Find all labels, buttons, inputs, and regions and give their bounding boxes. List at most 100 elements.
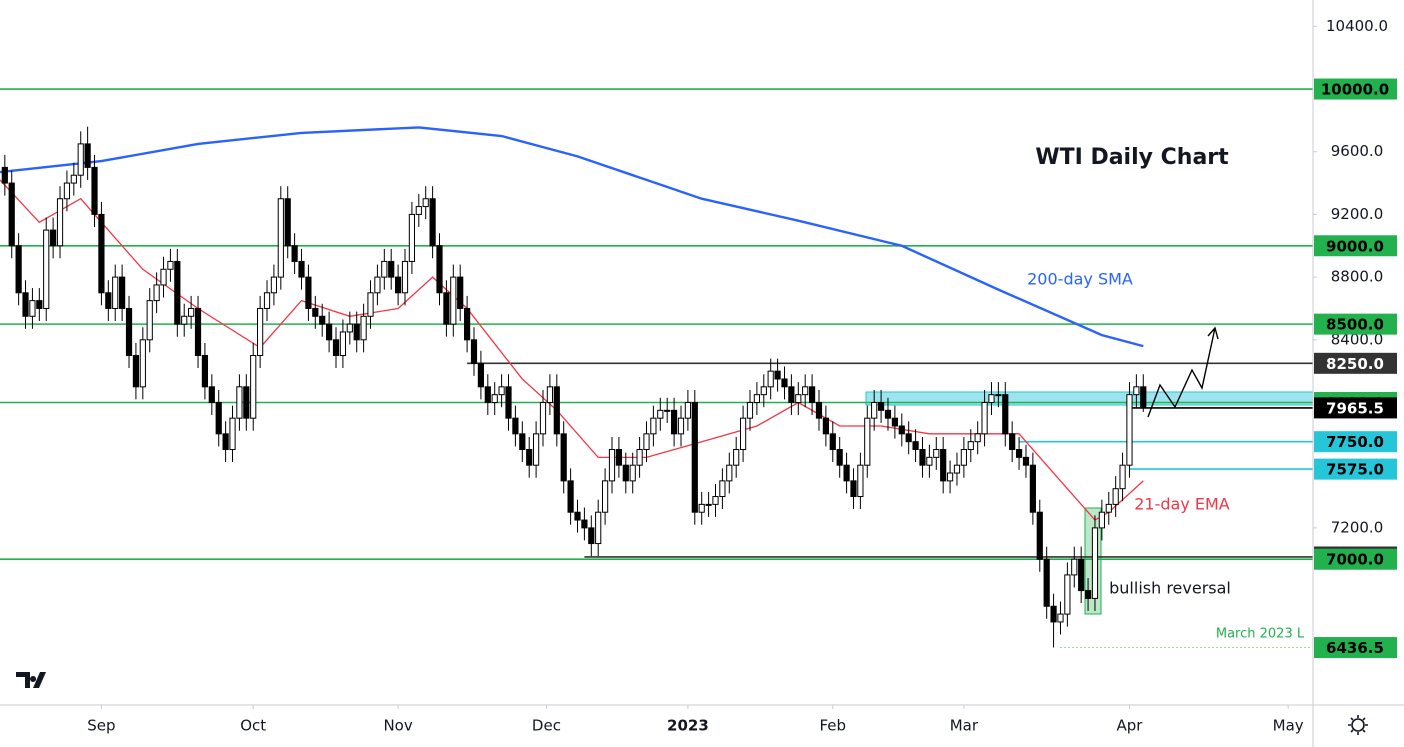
candle-body [15, 245, 22, 294]
candle-body [188, 307, 195, 317]
price-label-box [1314, 78, 1397, 100]
candle-body [974, 433, 981, 443]
candle-body [808, 386, 816, 403]
candle-body [795, 394, 802, 403]
candle-body [822, 417, 829, 435]
candle-body [1, 166, 8, 184]
candle-body [691, 401, 698, 513]
candle-body [802, 386, 809, 396]
candle-body [291, 245, 298, 262]
candle-body [436, 245, 443, 294]
candle-body [1091, 527, 1099, 599]
candle-body [450, 276, 457, 325]
candle-body [77, 143, 84, 176]
candle-body [988, 394, 995, 403]
x-tick-label: May [1273, 717, 1304, 735]
candle-body [1064, 574, 1071, 615]
price-label-box [1314, 352, 1397, 374]
candle-body [250, 354, 257, 419]
price-label: 10000.0 [1321, 81, 1389, 99]
candle-body [270, 276, 278, 294]
candle-body [884, 409, 892, 419]
chart-title: WTI Daily Chart [1035, 145, 1229, 170]
y-tick-label: 8800.0 [1331, 268, 1384, 286]
candle-body [367, 292, 374, 317]
candle-body [622, 464, 629, 482]
candle-body [91, 166, 98, 215]
candle-body [401, 260, 409, 294]
candle-body [946, 472, 954, 482]
price-label: 8500.0 [1326, 316, 1384, 334]
candle-body [836, 449, 843, 466]
candle-body [132, 354, 140, 388]
candle-body [8, 182, 15, 247]
candle-body [940, 449, 947, 482]
candle-body [781, 378, 788, 388]
candle-body [415, 206, 422, 215]
candle-body [567, 480, 574, 513]
candle-body [891, 417, 898, 427]
candle-body [477, 362, 485, 388]
candle-body [29, 300, 36, 317]
price-label-box [1314, 637, 1397, 659]
price-label-box [1314, 397, 1397, 419]
candle-body [719, 480, 726, 498]
candle-body [829, 433, 836, 451]
candle-body [1057, 613, 1064, 623]
candle-body [1133, 386, 1140, 396]
candle-body [153, 284, 160, 302]
candle-body [546, 386, 554, 403]
x-tick-label: Nov [383, 717, 412, 735]
price-label: 7965.5 [1326, 399, 1384, 417]
y-tick-label: 8400.0 [1331, 330, 1384, 348]
candle-body [760, 386, 767, 396]
moving-average [0, 126, 1144, 348]
gear-teeth[interactable] [1348, 715, 1368, 735]
candle-body [981, 401, 988, 435]
candle-body [698, 503, 705, 513]
candle-body [1112, 488, 1119, 505]
candle-body [243, 386, 250, 419]
candle-body [201, 354, 209, 388]
candle-body [312, 307, 319, 317]
x-tick-label: Mar [950, 717, 979, 735]
candle-body [843, 464, 850, 482]
candle-body [926, 456, 933, 466]
candle-body [422, 198, 429, 208]
price-label: 7000.0 [1326, 551, 1384, 569]
candle-body [650, 417, 657, 435]
candle-body [43, 229, 50, 309]
candle-body [739, 417, 747, 451]
candle-body [98, 213, 105, 294]
candle-body [919, 449, 926, 466]
candle-body [1029, 464, 1036, 513]
candle-body [1126, 394, 1133, 466]
settings-icon[interactable] [1348, 715, 1368, 735]
price-label-box [1314, 313, 1397, 335]
candle-body [670, 409, 678, 435]
candle-body [677, 417, 685, 435]
candle-body [629, 464, 636, 482]
candle-body [684, 401, 691, 419]
candle-body [112, 276, 119, 309]
candle-body [539, 401, 547, 435]
candle-body [470, 339, 478, 364]
x-tick-label: Dec [532, 717, 561, 735]
gear[interactable] [1351, 718, 1365, 732]
candle-body [146, 300, 153, 341]
candle-body [905, 433, 912, 443]
candle-body [360, 315, 367, 341]
candle-body [953, 464, 961, 474]
candle-body [1078, 558, 1085, 592]
candle-body [257, 307, 264, 356]
y-tick-label: 9600.0 [1331, 142, 1384, 160]
price-label: 9000.0 [1326, 237, 1384, 255]
ema-label: 21-day EMA [1134, 495, 1230, 514]
candle-body [1015, 449, 1023, 458]
candle-body [643, 433, 650, 451]
candle-body [560, 433, 567, 482]
candle-body [526, 449, 533, 466]
candle-body [36, 300, 43, 309]
candle-body [788, 386, 795, 403]
candle-body [70, 174, 77, 184]
